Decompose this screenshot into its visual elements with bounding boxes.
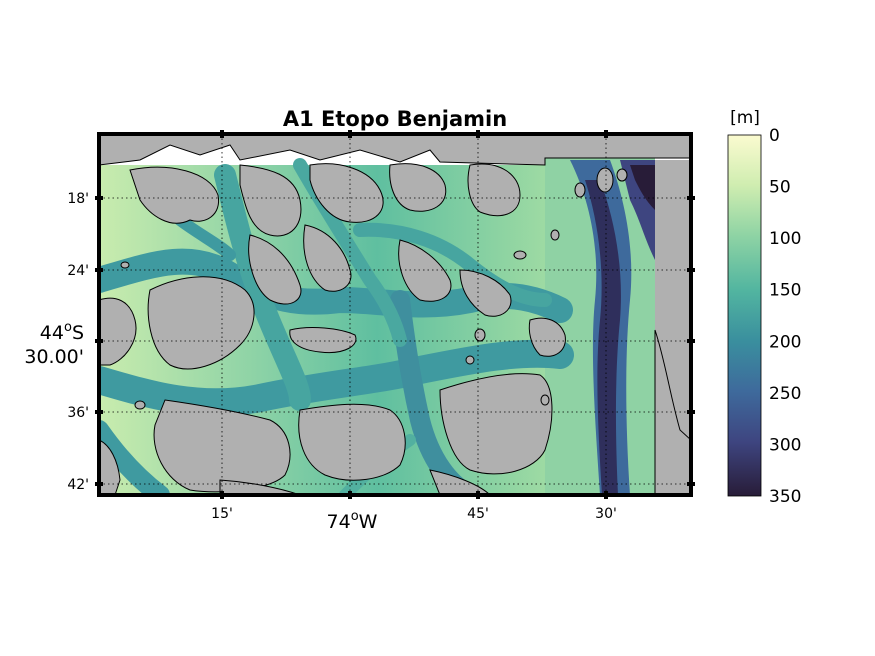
- lon-major-label: 74oW: [327, 509, 378, 533]
- lon-tick-label: 45': [467, 506, 489, 522]
- colorbar-tick-label: 200: [769, 332, 801, 352]
- colorbar-tick-label: 250: [769, 384, 801, 404]
- lon-tick-label: 15': [211, 506, 233, 522]
- colorbar-tick-label: 350: [769, 487, 801, 507]
- colorbar: [m] 0 50 100 150 200 250 300 350: [728, 108, 801, 507]
- lat-tick-label: 36': [67, 405, 89, 421]
- lat-major-label-minutes: 30.00': [24, 346, 84, 368]
- colorbar-tick-label: 50: [769, 178, 791, 198]
- colorbar-unit: [m]: [730, 108, 760, 128]
- lon-tick-label: 30': [595, 506, 617, 522]
- lat-major-label: 44oS: [40, 320, 84, 344]
- map-area: [99, 134, 691, 495]
- map-title: A1 Etopo Benjamin: [283, 107, 507, 131]
- colorbar-tick-label: 300: [769, 435, 801, 455]
- lat-tick-label: 42': [67, 477, 89, 493]
- colorbar-tick-label: 0: [769, 126, 780, 146]
- colorbar-gradient: [728, 135, 761, 496]
- lat-tick-label: 18': [67, 191, 89, 207]
- colorbar-tick-label: 100: [769, 229, 801, 249]
- lat-tick-label: 24': [67, 263, 89, 279]
- colorbar-tick-label: 150: [769, 281, 801, 301]
